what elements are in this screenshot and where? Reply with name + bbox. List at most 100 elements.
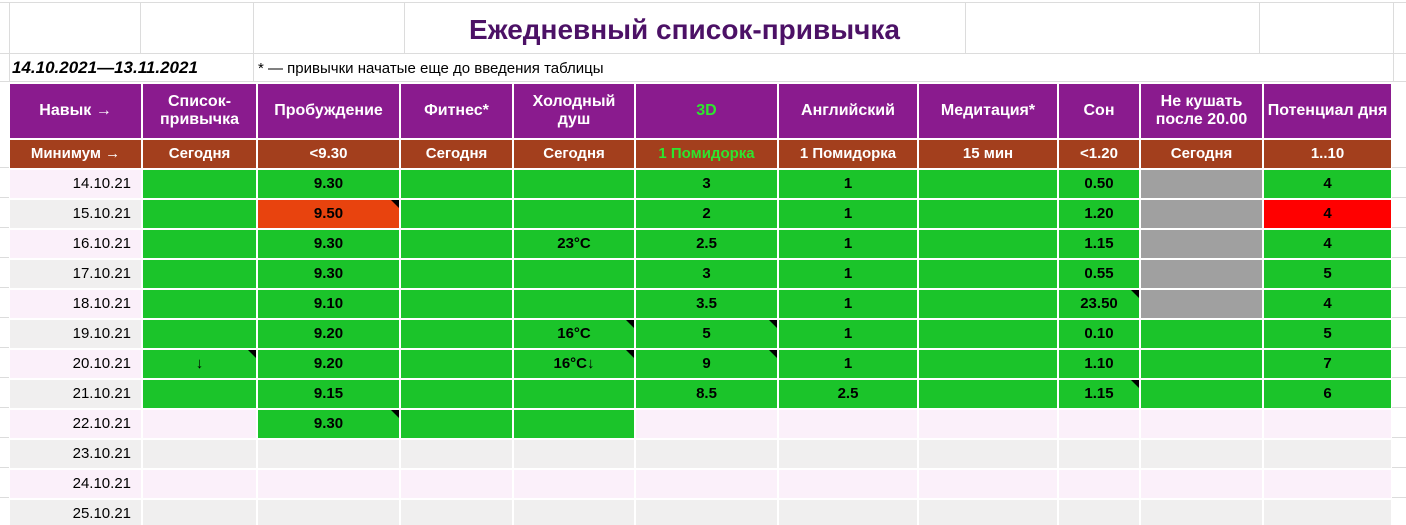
cell-habit-list[interactable] <box>143 500 256 525</box>
cell-meditation[interactable] <box>919 500 1057 525</box>
cell-sleep[interactable]: 1.15 <box>1059 380 1139 408</box>
cell-english[interactable]: 1 <box>779 200 917 228</box>
cell-3d[interactable]: 3.5 <box>636 290 777 318</box>
cell-habit-list[interactable] <box>143 320 256 348</box>
cell-meditation[interactable] <box>919 350 1057 378</box>
cell-habit-list[interactable] <box>143 230 256 258</box>
cell-wake-up[interactable]: 9.20 <box>258 320 399 348</box>
header-fitness[interactable]: Фитнес* <box>401 84 512 138</box>
cell-fitness[interactable] <box>401 260 512 288</box>
cell-habit-list[interactable] <box>143 260 256 288</box>
cell-day-potential[interactable]: 4 <box>1264 200 1391 228</box>
cell-english[interactable] <box>779 440 917 468</box>
cell-fitness[interactable] <box>401 500 512 525</box>
cell-no-eating-after-20[interactable] <box>1141 200 1262 228</box>
date-cell[interactable]: 20.10.21 <box>10 350 141 378</box>
cell-3d[interactable] <box>636 410 777 438</box>
date-cell[interactable]: 23.10.21 <box>10 440 141 468</box>
header-wake-up[interactable]: Пробуждение <box>258 84 399 138</box>
cell-day-potential[interactable]: 5 <box>1264 320 1391 348</box>
cell-day-potential[interactable] <box>1264 440 1391 468</box>
minimum-fitness[interactable]: Сегодня <box>401 140 512 168</box>
cell-no-eating-after-20[interactable] <box>1141 350 1262 378</box>
cell-sleep[interactable]: 23.50 <box>1059 290 1139 318</box>
cell-habit-list[interactable] <box>143 440 256 468</box>
cell-wake-up[interactable]: 9.50 <box>258 200 399 228</box>
cell-sleep[interactable] <box>1059 500 1139 525</box>
cell-fitness[interactable] <box>401 440 512 468</box>
header-sleep[interactable]: Сон <box>1059 84 1139 138</box>
cell-sleep[interactable] <box>1059 410 1139 438</box>
cell-no-eating-after-20[interactable] <box>1141 290 1262 318</box>
cell-day-potential[interactable] <box>1264 500 1391 525</box>
cell-no-eating-after-20[interactable] <box>1141 260 1262 288</box>
cell-cold-shower[interactable] <box>514 470 634 498</box>
cell-fitness[interactable] <box>401 470 512 498</box>
cell-3d[interactable]: 9 <box>636 350 777 378</box>
cell-3d[interactable]: 2.5 <box>636 230 777 258</box>
cell-fitness[interactable] <box>401 350 512 378</box>
cell-wake-up[interactable] <box>258 440 399 468</box>
minimum-english[interactable]: 1 Помидорка <box>779 140 917 168</box>
header-day-potential[interactable]: Потенциал дня <box>1264 84 1391 138</box>
cell-cold-shower[interactable]: 16°C <box>514 320 634 348</box>
cell-english[interactable]: 1 <box>779 320 917 348</box>
cell-wake-up[interactable]: 9.30 <box>258 230 399 258</box>
cell-fitness[interactable] <box>401 380 512 408</box>
cell-meditation[interactable] <box>919 470 1057 498</box>
cell-no-eating-after-20[interactable] <box>1141 320 1262 348</box>
cell-cold-shower[interactable] <box>514 380 634 408</box>
cell-wake-up[interactable]: 9.20 <box>258 350 399 378</box>
date-cell[interactable]: 17.10.21 <box>10 260 141 288</box>
cell-day-potential[interactable]: 6 <box>1264 380 1391 408</box>
cell-fitness[interactable] <box>401 170 512 198</box>
minimum-wake-up[interactable]: <9.30 <box>258 140 399 168</box>
cell-cold-shower[interactable] <box>514 410 634 438</box>
cell-wake-up[interactable] <box>258 470 399 498</box>
cell-meditation[interactable] <box>919 260 1057 288</box>
date-cell[interactable]: 25.10.21 <box>10 500 141 525</box>
cell-habit-list[interactable]: ↓ <box>143 350 256 378</box>
cell-meditation[interactable] <box>919 170 1057 198</box>
cell-habit-list[interactable] <box>143 290 256 318</box>
cell-cold-shower[interactable] <box>514 290 634 318</box>
header-english[interactable]: Английский <box>779 84 917 138</box>
cell-english[interactable]: 1 <box>779 230 917 258</box>
cell-sleep[interactable]: 1.15 <box>1059 230 1139 258</box>
date-cell[interactable]: 21.10.21 <box>10 380 141 408</box>
cell-day-potential[interactable]: 4 <box>1264 290 1391 318</box>
header-3d[interactable]: 3D <box>636 84 777 138</box>
cell-no-eating-after-20[interactable] <box>1141 230 1262 258</box>
cell-no-eating-after-20[interactable] <box>1141 470 1262 498</box>
date-cell[interactable]: 18.10.21 <box>10 290 141 318</box>
cell-habit-list[interactable] <box>143 380 256 408</box>
cell-habit-list[interactable] <box>143 470 256 498</box>
cell-cold-shower[interactable]: 23°C <box>514 230 634 258</box>
header-cold-shower[interactable]: Холодный душ <box>514 84 634 138</box>
minimum-cold-shower[interactable]: Сегодня <box>514 140 634 168</box>
cell-sleep[interactable]: 0.55 <box>1059 260 1139 288</box>
cell-fitness[interactable] <box>401 230 512 258</box>
cell-meditation[interactable] <box>919 230 1057 258</box>
header-meditation[interactable]: Медитация* <box>919 84 1057 138</box>
cell-no-eating-after-20[interactable] <box>1141 170 1262 198</box>
cell-3d[interactable] <box>636 440 777 468</box>
cell-day-potential[interactable] <box>1264 410 1391 438</box>
cell-wake-up[interactable]: 9.15 <box>258 380 399 408</box>
cell-english[interactable]: 1 <box>779 260 917 288</box>
cell-3d[interactable]: 2 <box>636 200 777 228</box>
cell-habit-list[interactable] <box>143 170 256 198</box>
cell-fitness[interactable] <box>401 290 512 318</box>
cell-wake-up[interactable]: 9.30 <box>258 410 399 438</box>
cell-fitness[interactable] <box>401 320 512 348</box>
cell-english[interactable]: 1 <box>779 170 917 198</box>
date-cell[interactable]: 19.10.21 <box>10 320 141 348</box>
minimum-sleep[interactable]: <1.20 <box>1059 140 1139 168</box>
cell-fitness[interactable] <box>401 410 512 438</box>
cell-habit-list[interactable] <box>143 200 256 228</box>
cell-no-eating-after-20[interactable] <box>1141 410 1262 438</box>
cell-day-potential[interactable] <box>1264 470 1391 498</box>
minimum-habit-list[interactable]: Сегодня <box>143 140 256 168</box>
cell-3d[interactable] <box>636 470 777 498</box>
header-no-eating-after-20[interactable]: Не кушать после 20.00 <box>1141 84 1262 138</box>
